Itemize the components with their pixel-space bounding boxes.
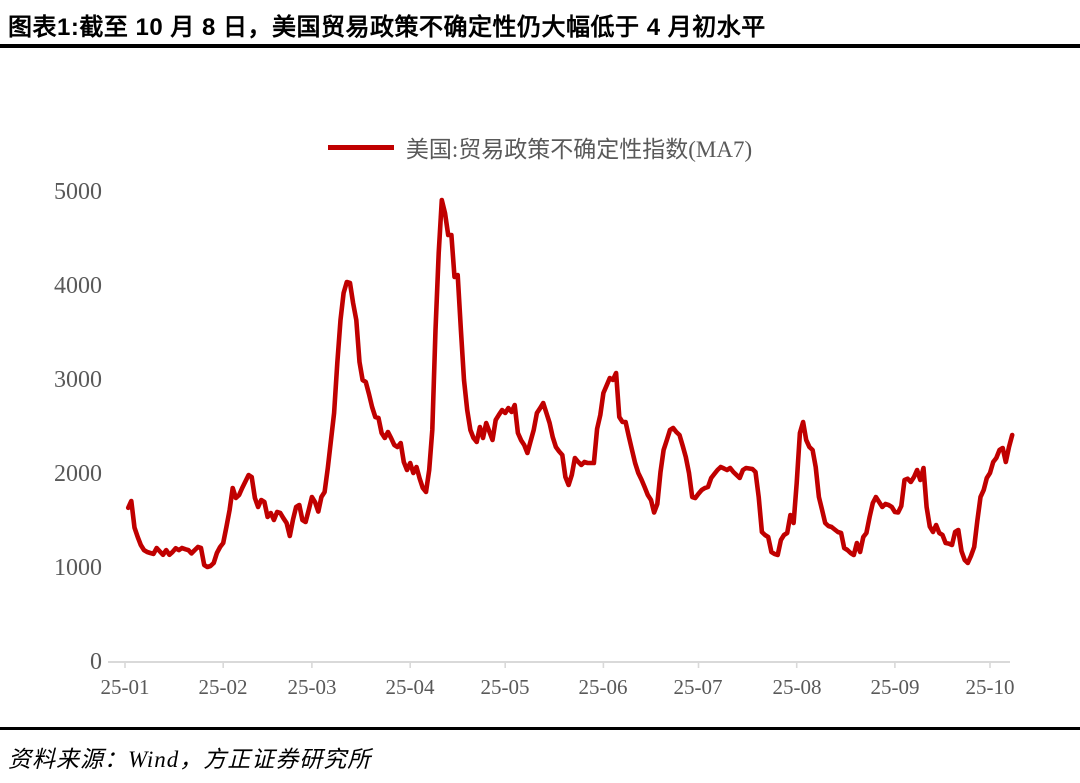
x-axis-label: 25-06 xyxy=(578,675,628,699)
y-axis-label: 3000 xyxy=(54,367,102,393)
x-axis-label: 25-07 xyxy=(673,675,723,699)
x-axis-label: 25-04 xyxy=(385,675,435,699)
legend-label: 美国:贸易政策不确定性指数(MA7) xyxy=(405,137,753,162)
x-axis-label: 25-10 xyxy=(965,675,1015,699)
y-axis-label: 2000 xyxy=(54,461,102,487)
x-axis-label: 25-03 xyxy=(287,675,337,699)
x-axis-label: 25-05 xyxy=(480,675,530,699)
x-axis-label: 25-01 xyxy=(100,675,150,699)
x-axis-label: 25-09 xyxy=(870,675,920,699)
source-note: 资料来源：Wind，方正证券研究所 xyxy=(8,747,372,772)
tpu-series-line xyxy=(125,197,1015,570)
y-axis-label: 4000 xyxy=(54,273,102,299)
y-axis-label: 1000 xyxy=(54,555,102,581)
x-axis-label: 25-08 xyxy=(772,675,822,699)
legend-line-swatch xyxy=(327,144,394,150)
legend: 美国:贸易政策不确定性指数(MA7) xyxy=(0,130,1080,164)
title-divider xyxy=(0,44,1080,48)
y-axis-label: 5000 xyxy=(54,179,102,205)
x-axis-ticks xyxy=(124,662,991,668)
y-axis-label: 0 xyxy=(90,649,102,675)
x-axis-label: 25-02 xyxy=(198,675,248,699)
chart-title: 图表1:截至 10 月 8 日，美国贸易政策不确定性仍大幅低于 4 月初水平 xyxy=(8,14,766,41)
footer-divider xyxy=(0,727,1080,730)
